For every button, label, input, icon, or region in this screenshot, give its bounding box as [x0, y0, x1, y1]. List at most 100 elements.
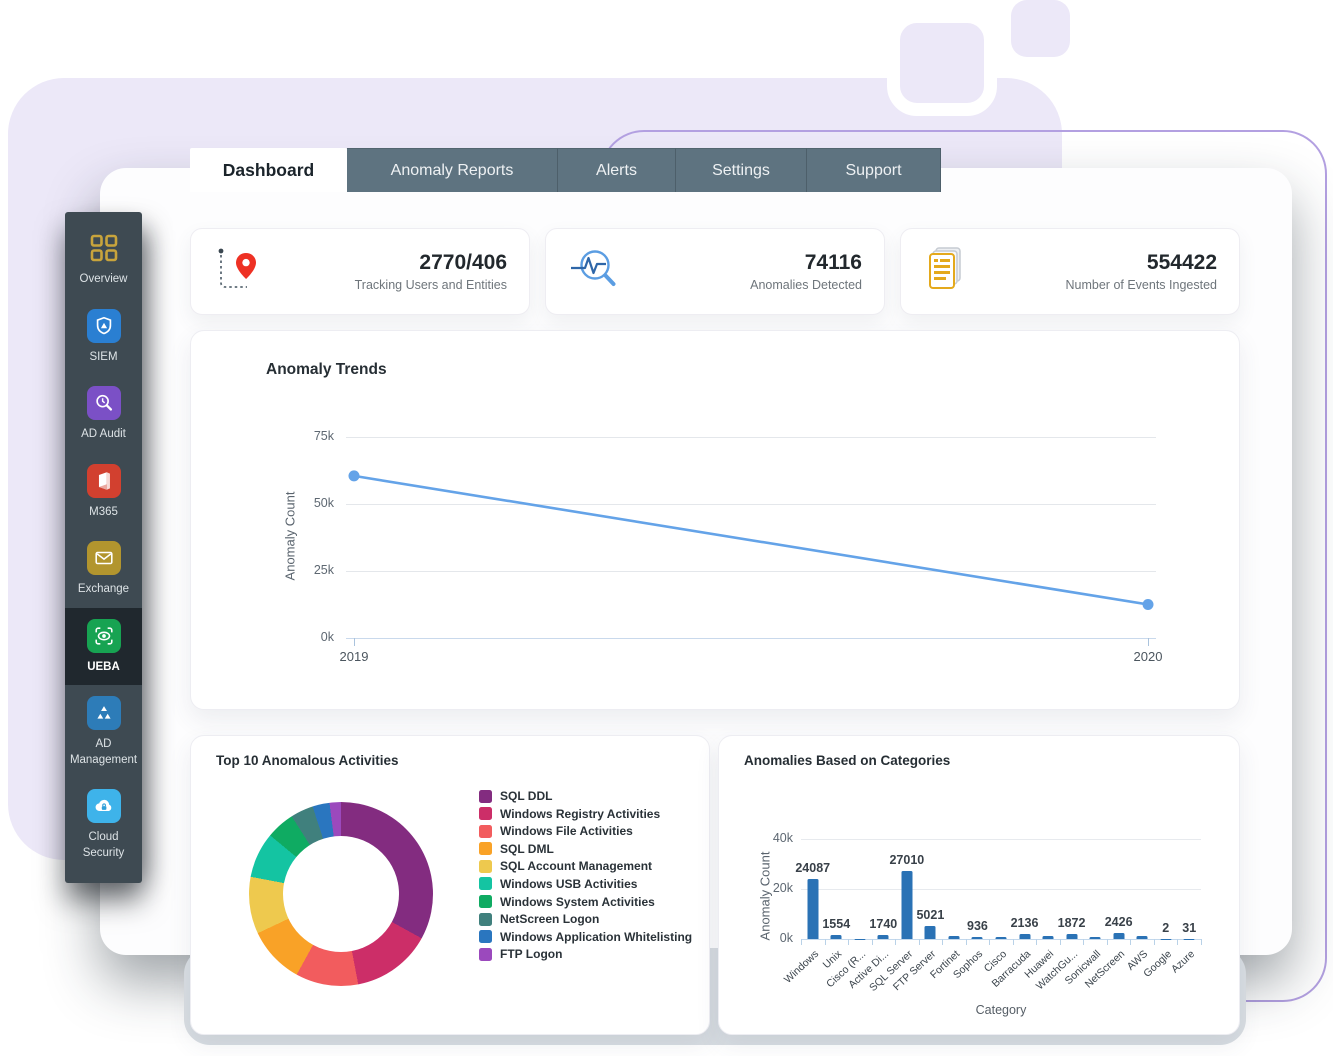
bar-value-label: 2: [1162, 921, 1170, 935]
legend-label: Windows Application Whitelisting: [500, 929, 693, 944]
x-tick-mark: [1083, 939, 1085, 945]
x-tick-mark: [1201, 939, 1202, 945]
tab-support[interactable]: Support: [807, 148, 941, 192]
shield-icon: [86, 308, 121, 343]
eye-scan-icon: [86, 618, 121, 653]
bar-slot-aws: [1130, 839, 1154, 939]
sidebar-item-label: UEBA: [87, 660, 120, 673]
bar-slot-sql-server: 27010: [889, 839, 924, 939]
legend-color-chip: [479, 859, 492, 873]
bar-ftp-server[interactable]: [924, 926, 936, 939]
x-tick-mark: [801, 939, 802, 945]
anomaly-search-icon: [568, 245, 620, 298]
office-icon: [86, 463, 121, 498]
sidebar-item-exchange[interactable]: Exchange: [65, 530, 142, 608]
bar-aws[interactable]: [1136, 936, 1148, 939]
trend-line: [353, 474, 1149, 606]
x-tick-mark: [354, 638, 355, 646]
legend-color-chip: [479, 912, 492, 926]
gridline: [346, 571, 1156, 572]
legend-item-sql-dml[interactable]: SQL DML: [479, 842, 692, 856]
anomaly-trends-line: [348, 470, 1154, 610]
bar-slot-unix: 1554: [822, 839, 850, 939]
y-tick-label: 75k: [313, 429, 334, 443]
sidebar-item-m365[interactable]: M365: [65, 453, 142, 531]
bar-sophos[interactable]: [971, 936, 983, 939]
sidebar-item-ad-management[interactable]: AD Management: [65, 685, 142, 778]
gridline: [801, 839, 1201, 840]
legend-label: Windows USB Activities: [500, 876, 638, 891]
background-square-outlined: [887, 10, 997, 116]
legend-item-sql-account-management[interactable]: SQL Account Management: [479, 859, 692, 873]
legend-label: SQL Account Management: [500, 859, 653, 874]
stat-card-anomalies-detected: 74116 Anomalies Detected: [545, 228, 885, 315]
bar-google[interactable]: [1160, 938, 1172, 939]
bar-slot-netscreen: 2426: [1105, 839, 1133, 939]
stat-card-tracking-users-and-entities: 2770/406 Tracking Users and Entities: [190, 228, 530, 315]
bar-cisco[interactable]: [995, 936, 1007, 939]
bar-slot-barracuda: 2136: [1011, 839, 1038, 939]
tab-settings[interactable]: Settings: [676, 148, 807, 192]
x-tick-mark: [871, 939, 873, 945]
x-tick-mark: [989, 939, 991, 945]
bar-plot[interactable]: 0k 20k 40k 24087 Windows 1554 Unix Cisco (R... 1…: [773, 831, 1202, 994]
bar-slot-google: 2: [1154, 839, 1178, 939]
bar-slot-cisco: [989, 839, 1013, 939]
bar-slot-watchgu: 1872: [1058, 839, 1085, 939]
sidebar-item-cloud-security[interactable]: Cloud Security: [65, 778, 142, 871]
legend-item-windows-registry-activities[interactable]: Windows Registry Activities: [479, 807, 692, 821]
bar-huawei[interactable]: [1042, 935, 1054, 939]
bar-azure[interactable]: [1183, 938, 1195, 939]
bar-value-label: 1872: [1057, 916, 1086, 931]
bar-watchgu[interactable]: [1066, 934, 1078, 939]
x-tick-label: 2019: [339, 649, 369, 664]
legend-item-sql-ddl[interactable]: SQL DDL: [479, 789, 692, 803]
categories-x-axis-label: Category: [975, 1003, 1027, 1017]
bar-netscreen[interactable]: [1113, 932, 1125, 939]
sidebar-item-overview[interactable]: Overview: [65, 220, 142, 298]
x-tick-mark: [1130, 939, 1132, 945]
legend-item-windows-system-activities[interactable]: Windows System Activities: [479, 895, 692, 909]
bar-sonicwall[interactable]: [1089, 937, 1101, 939]
legend-item-windows-file-activities[interactable]: Windows File Activities: [479, 824, 692, 838]
line-plot[interactable]: 0k 25k 50k 75k 2019 2020: [314, 429, 1163, 664]
sidebar-item-siem[interactable]: SIEM: [65, 298, 142, 376]
tab-dashboard[interactable]: Dashboard: [190, 148, 347, 192]
bar-sql-server[interactable]: [901, 871, 913, 939]
x-tick-mark: [848, 939, 850, 945]
data-point-2019[interactable]: [348, 470, 360, 482]
bar-unix[interactable]: [830, 935, 842, 939]
legend-color-chip: [479, 877, 492, 891]
bar-value-label: 2136: [1010, 915, 1039, 930]
sidebar-item-label: M365: [89, 505, 118, 518]
sidebar-item-ad-audit[interactable]: AD Audit: [65, 375, 142, 453]
tab-alerts[interactable]: Alerts: [558, 148, 676, 192]
legend-color-chip: [479, 947, 492, 961]
bar-active-di[interactable]: [877, 934, 889, 939]
y-tick-label: 20k: [772, 881, 793, 895]
background-square-small: [1011, 0, 1070, 57]
donut-chart[interactable]: [249, 802, 433, 986]
x-tick-label: 2020: [1133, 649, 1163, 664]
legend-item-windows-usb-activities[interactable]: Windows USB Activities: [479, 877, 692, 891]
bar-barracuda[interactable]: [1019, 933, 1030, 939]
x-tick-mark: [1012, 939, 1014, 945]
data-point-2020[interactable]: [1142, 599, 1154, 610]
legend-item-netscreen-logon[interactable]: NetScreen Logon: [479, 912, 692, 926]
y-tick-label: 40k: [772, 831, 793, 845]
tab-anomaly-reports[interactable]: Anomaly Reports: [347, 148, 558, 192]
bar-slot-ftp-server: 5021: [916, 839, 944, 939]
bar-fortinet[interactable]: [948, 936, 960, 939]
x-tick-mark: [824, 939, 826, 945]
gridline: [346, 504, 1156, 505]
sidebar-item-label: Cloud Security: [82, 831, 125, 859]
legend-color-chip: [479, 895, 492, 909]
bar-value-label: 1554: [822, 917, 851, 932]
sidebar-item-ueba[interactable]: UEBA: [65, 607, 142, 686]
bar-windows[interactable]: [807, 878, 819, 939]
gridline: [801, 889, 1201, 890]
bar-cisco-r[interactable]: [854, 938, 866, 939]
legend-item-windows-application-whitelisting[interactable]: Windows Application Whitelisting: [479, 930, 692, 944]
sidebar-item-label: AD Audit: [81, 428, 126, 441]
legend-item-ftp-logon[interactable]: FTP Logon: [479, 947, 692, 961]
